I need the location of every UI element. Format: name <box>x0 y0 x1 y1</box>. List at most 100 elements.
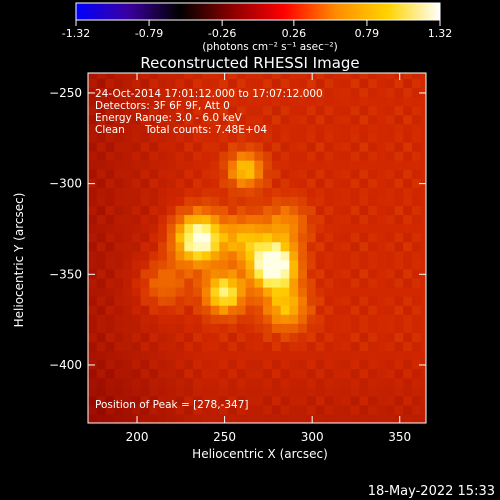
heatmap-cell <box>350 223 361 234</box>
heatmap-cell <box>315 368 326 379</box>
heatmap-cell <box>411 286 422 297</box>
heatmap-cell <box>411 323 422 333</box>
heatmap-cell <box>359 259 369 270</box>
heatmap-cell <box>280 160 290 170</box>
heatmap-cell <box>254 187 264 197</box>
heatmap-cell <box>271 296 282 306</box>
heatmap-cell <box>324 368 334 379</box>
heatmap-cell <box>131 87 142 98</box>
heatmap-cell <box>131 277 142 288</box>
heatmap-cell <box>254 395 264 406</box>
heatmap-cell <box>368 413 378 423</box>
heatmap-cell <box>280 123 290 134</box>
heatmap-cell <box>105 123 115 134</box>
heatmap-cell <box>324 205 334 216</box>
heatmap-cell <box>245 205 255 216</box>
heatmap-cell <box>350 196 361 206</box>
heatmap-cell <box>350 359 361 370</box>
heatmap-cell <box>131 187 142 197</box>
heatmap-cell <box>306 123 317 134</box>
heatmap-cell <box>298 114 308 125</box>
heatmap-cell <box>324 268 334 279</box>
heatmap-cell <box>140 214 150 225</box>
heatmap-cell <box>420 368 426 379</box>
heatmap-cell <box>105 386 115 397</box>
heatmap-cell <box>359 96 369 107</box>
heatmap-cell <box>359 123 369 134</box>
heatmap-cell <box>184 150 194 161</box>
heatmap-cell <box>324 286 334 297</box>
heatmap-cell <box>105 87 115 98</box>
heatmap-cell <box>368 178 378 188</box>
heatmap-cell <box>341 141 352 152</box>
heatmap-cell <box>359 386 369 397</box>
heatmap-cell <box>333 350 343 361</box>
heatmap-cell <box>350 368 361 379</box>
heatmap-cell <box>236 350 247 361</box>
heatmap-cell <box>333 413 343 423</box>
heatmap-cell <box>245 286 255 297</box>
heatmap-cell <box>201 114 212 125</box>
heatmap-cell <box>96 323 107 333</box>
heatmap-cell <box>315 169 326 179</box>
heatmap-cell <box>315 341 326 352</box>
heatmap-cell <box>368 377 378 388</box>
heatmap-cell <box>350 314 361 324</box>
heatmap-cell <box>140 78 150 89</box>
heatmap-cell <box>271 332 282 342</box>
heatmap-cell <box>394 377 404 388</box>
heatmap-cell <box>166 250 177 261</box>
heatmap-cell <box>324 123 334 134</box>
heatmap-cell <box>131 169 142 179</box>
heatmap-cell <box>376 78 387 89</box>
heatmap-cell <box>341 169 352 179</box>
heatmap-cell <box>193 404 203 415</box>
heatmap-cell <box>88 141 98 152</box>
heatmap-cell <box>411 169 422 179</box>
heatmap-cell <box>306 87 317 98</box>
heatmap-cell <box>289 332 299 342</box>
heatmap-cell <box>376 368 387 379</box>
heatmap-cell <box>114 259 124 270</box>
heatmap-cell <box>376 196 387 206</box>
heatmap-cell <box>123 223 133 234</box>
heatmap-cell <box>368 314 378 324</box>
heatmap-cell <box>385 87 396 98</box>
heatmap-cell <box>114 305 124 315</box>
heatmap-cell <box>263 178 273 188</box>
heatmap-cell <box>175 286 185 297</box>
heatmap-cell <box>158 114 168 125</box>
heatmap-cell <box>254 277 264 288</box>
heatmap-cell <box>341 305 352 315</box>
heatmap-cell <box>149 223 159 234</box>
heatmap-cell <box>210 250 220 261</box>
heatmap-cell <box>219 359 229 370</box>
heatmap-cell <box>236 296 247 306</box>
heatmap-cell <box>315 359 326 370</box>
heatmap-cell <box>201 87 212 98</box>
heatmap-cell <box>254 214 264 225</box>
heatmap-cell <box>228 377 238 388</box>
heatmap-cell <box>210 96 220 107</box>
heatmap-cell <box>88 241 98 252</box>
heatmap-cell <box>350 386 361 397</box>
heatmap-cell <box>333 305 343 315</box>
heatmap-cell <box>280 296 290 306</box>
heatmap-cell <box>201 196 212 206</box>
heatmap-cell <box>175 296 185 306</box>
heatmap-cell <box>306 241 317 252</box>
heatmap-cell <box>96 123 107 134</box>
heatmap-cell <box>306 341 317 352</box>
heatmap-cell <box>228 78 238 89</box>
heatmap-cell <box>394 250 404 261</box>
heatmap-cell <box>149 214 159 225</box>
heatmap-cell <box>350 141 361 152</box>
heatmap-cell <box>158 196 168 206</box>
heatmap-cell <box>228 223 238 234</box>
heatmap-cell <box>105 78 115 89</box>
heatmap-cell <box>210 241 220 252</box>
heatmap-cell <box>324 296 334 306</box>
heatmap-cell <box>368 332 378 342</box>
heatmap-cell <box>376 141 387 152</box>
heatmap-cell <box>236 377 247 388</box>
